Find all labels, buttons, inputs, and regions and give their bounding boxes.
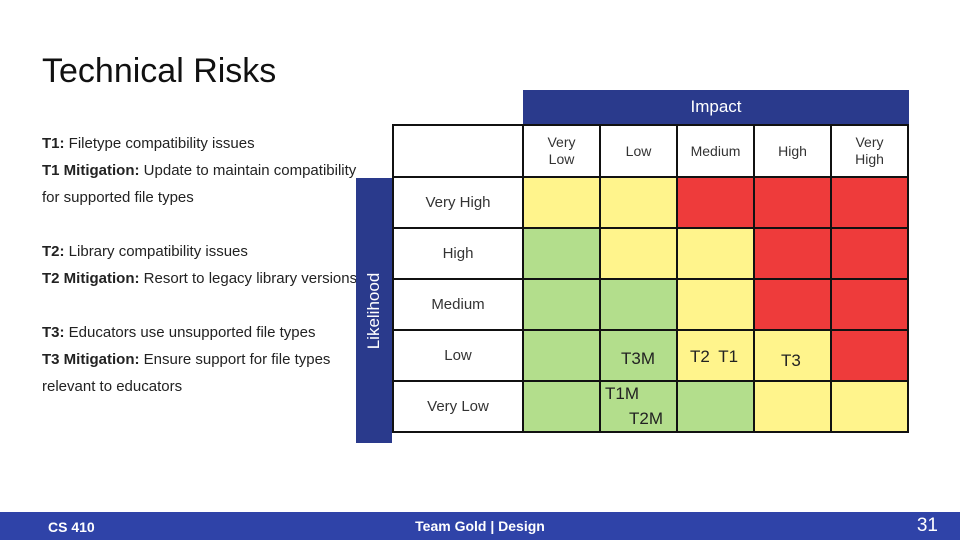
matrix-cell	[676, 380, 755, 433]
matrix-row-very-high: Very High	[392, 176, 909, 229]
matrix-cell	[599, 227, 678, 280]
matrix-cell: T1M T2M	[599, 380, 678, 433]
matrix-cell	[830, 329, 909, 382]
impact-high: High	[753, 124, 832, 178]
matrix-cell	[676, 176, 755, 229]
risk-marker-t1m: T1M	[605, 384, 639, 403]
impact-header: Impact	[523, 90, 909, 124]
matrix-cell: T3	[753, 329, 832, 382]
impact-low: Low	[599, 124, 678, 178]
matrix-cell: T2 T1	[676, 329, 755, 382]
matrix-cell	[599, 278, 678, 331]
risk-matrix: Very Low Low Medium High Very High Very Hi…	[392, 124, 909, 433]
course-code: CS 410	[48, 519, 95, 535]
risk-text: Educators use unsupported file types	[68, 324, 316, 341]
risk-marker-t3: T3	[781, 351, 801, 370]
matrix-cell	[676, 278, 755, 331]
matrix-row-medium: Medium	[392, 278, 909, 331]
impact-medium: Medium	[676, 124, 755, 178]
matrix-cell	[676, 227, 755, 280]
likelihood-medium: Medium	[392, 278, 524, 331]
risk-label: T1:	[42, 135, 65, 152]
mitigation-label: T2 Mitigation:	[42, 270, 140, 287]
matrix-cell	[522, 176, 601, 229]
risk-label: T2:	[42, 243, 65, 260]
likelihood-very-high: Very High	[392, 176, 524, 229]
spacer	[42, 211, 362, 238]
risk-list: T1: Filetype compatibility issues T1 Mit…	[42, 130, 362, 400]
matrix-row-high: High	[392, 227, 909, 280]
likelihood-high: High	[392, 227, 524, 280]
matrix-corner	[392, 124, 524, 178]
mitigation-text: Resort to legacy library versions	[143, 270, 358, 287]
mitigation-text: Ensure support for file types relevant t…	[42, 351, 331, 395]
slide-footer: CS 410 Team Gold | Design 31	[0, 512, 960, 540]
matrix-cell	[599, 176, 678, 229]
mitigation-text: Update to maintain compatibility for sup…	[42, 162, 357, 206]
matrix-cell	[753, 278, 832, 331]
slide-title: Technical Risks	[42, 52, 277, 90]
page-number: 31	[916, 515, 938, 536]
matrix-cell	[753, 380, 832, 433]
matrix-cell	[830, 380, 909, 433]
matrix-cell	[830, 176, 909, 229]
risk-t1: T1: Filetype compatibility issues	[42, 130, 362, 157]
mitigation-t2: T2 Mitigation: Resort to legacy library …	[42, 265, 362, 292]
likelihood-header: Likelihood	[356, 178, 392, 443]
matrix-cell	[753, 176, 832, 229]
impact-very-low: Very Low	[522, 124, 601, 178]
matrix-header-row: Very Low Low Medium High Very High	[392, 124, 909, 178]
likelihood-very-low: Very Low	[392, 380, 524, 433]
team-name: Team Gold | Design	[415, 518, 545, 534]
matrix-cell: T3M	[599, 329, 678, 382]
risk-label: T3:	[42, 324, 65, 341]
risk-t3: T3: Educators use unsupported file types	[42, 319, 362, 346]
matrix-cell	[522, 278, 601, 331]
risk-marker-t2m: T2M	[629, 409, 663, 428]
risk-t2: T2: Library compatibility issues	[42, 238, 362, 265]
risk-marker-t2-t1: T2 T1	[690, 347, 739, 366]
likelihood-low: Low	[392, 329, 524, 382]
risk-text: Filetype compatibility issues	[68, 135, 255, 152]
matrix-cell	[522, 227, 601, 280]
risk-text: Library compatibility issues	[68, 243, 248, 260]
mitigation-t1: T1 Mitigation: Update to maintain compat…	[42, 157, 362, 211]
mitigation-label: T1 Mitigation:	[42, 162, 140, 179]
risk-marker-t3m: T3M	[621, 349, 655, 368]
spacer	[42, 292, 362, 319]
likelihood-label: Likelihood	[364, 272, 383, 349]
matrix-row-low: Low T3M T2 T1 T3	[392, 329, 909, 382]
matrix-cell	[830, 278, 909, 331]
matrix-cell	[753, 227, 832, 280]
mitigation-t3: T3 Mitigation: Ensure support for file t…	[42, 346, 362, 400]
impact-very-high: Very High	[830, 124, 909, 178]
matrix-cell	[522, 380, 601, 433]
matrix-cell	[830, 227, 909, 280]
mitigation-label: T3 Mitigation:	[42, 351, 140, 368]
matrix-row-very-low: Very Low T1M T2M	[392, 380, 909, 433]
matrix-cell	[522, 329, 601, 382]
